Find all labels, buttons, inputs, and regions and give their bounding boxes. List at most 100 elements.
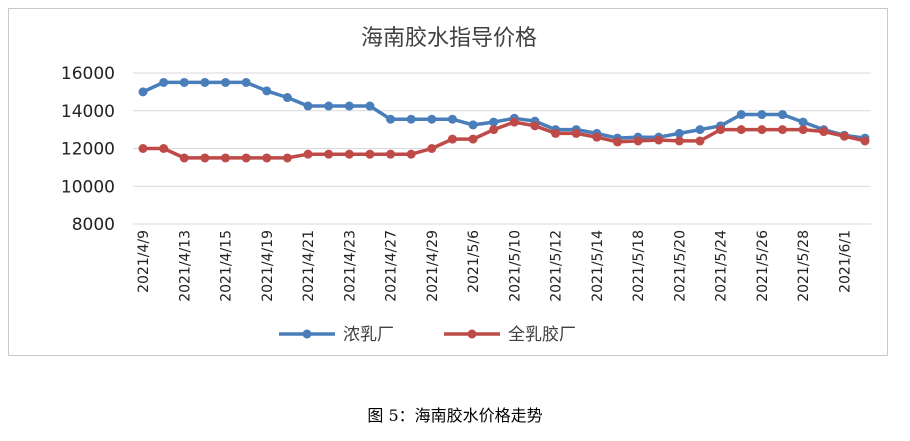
x-axis-ticks: 2021/4/9 2021/4/13 2021/4/15 2021/4/19 2021/…	[136, 230, 853, 302]
data-point	[736, 110, 746, 120]
data-point	[386, 149, 396, 159]
data-point	[221, 77, 231, 87]
data-point	[179, 153, 189, 163]
data-point	[282, 153, 292, 163]
data-point	[695, 136, 705, 146]
data-point	[241, 77, 251, 87]
data-point	[324, 149, 334, 159]
legend-swatch-marker	[302, 329, 312, 339]
data-point	[736, 125, 746, 135]
x-tick-label: 2021/4/23	[342, 230, 358, 302]
data-point	[798, 117, 808, 127]
x-tick-label: 2021/5/12	[549, 230, 565, 302]
data-point	[509, 117, 519, 127]
y-tick-label: 16000	[61, 64, 115, 84]
data-point	[839, 131, 849, 141]
data-point	[695, 125, 705, 135]
legend-swatch-marker	[467, 329, 477, 339]
x-tick-label: 2021/4/21	[301, 230, 317, 302]
x-tick-label: 2021/4/9	[136, 230, 152, 293]
legend-item: 全乳胶厂	[444, 325, 576, 345]
x-tick-label: 2021/4/29	[425, 230, 441, 302]
data-point	[551, 128, 561, 138]
x-tick-label: 2021/5/24	[714, 230, 730, 302]
x-tick-label: 2021/5/10	[507, 230, 523, 302]
data-point	[262, 86, 272, 96]
x-tick-label: 2021/4/19	[260, 230, 276, 302]
x-tick-label: 2021/6/1	[837, 230, 853, 293]
series-2	[138, 117, 870, 163]
chart-frame: 海南胶水指导价格 16000 14000 12000 10000 8000 2021/4…	[8, 8, 888, 356]
x-tick-label: 2021/4/15	[219, 230, 235, 302]
data-point	[303, 149, 313, 159]
data-point	[777, 125, 787, 135]
data-point	[674, 128, 684, 138]
y-tick-label: 12000	[61, 140, 115, 160]
x-tick-label: 2021/5/28	[796, 230, 812, 302]
data-point	[757, 110, 767, 120]
data-point	[777, 110, 787, 120]
data-point	[427, 144, 437, 153]
data-point	[612, 137, 622, 147]
x-tick-label: 2021/5/6	[466, 230, 482, 293]
data-point	[592, 132, 602, 142]
data-point	[819, 127, 829, 137]
line-chart: 海南胶水指导价格 16000 14000 12000 10000 8000 2021/4…	[61, 26, 871, 345]
data-point	[138, 144, 148, 153]
data-point	[241, 153, 251, 163]
y-axis-ticks: 16000 14000 12000 10000 8000	[61, 64, 115, 235]
figure-caption: 图 5：海南胶水价格走势	[367, 406, 543, 425]
legend: 浓乳厂 全乳胶厂	[279, 325, 576, 345]
data-point	[262, 153, 272, 163]
chart-title: 海南胶水指导价格	[361, 26, 537, 51]
data-point	[179, 77, 189, 87]
data-point	[159, 144, 169, 153]
data-point	[757, 125, 767, 135]
data-point	[365, 101, 375, 111]
x-tick-label: 2021/5/20	[672, 230, 688, 302]
data-point	[654, 135, 664, 145]
series-line	[143, 120, 866, 160]
data-point	[530, 121, 540, 131]
series-lines	[138, 77, 870, 163]
data-point	[303, 101, 313, 111]
data-point	[674, 136, 684, 146]
data-point	[468, 134, 478, 144]
legend-label: 浓乳厂	[343, 325, 394, 345]
data-point	[344, 101, 354, 111]
data-point	[200, 77, 210, 87]
data-point	[427, 114, 437, 124]
data-point	[489, 117, 499, 127]
data-point	[447, 134, 457, 144]
legend-label: 全乳胶厂	[508, 325, 576, 345]
data-point	[406, 149, 416, 159]
data-point	[406, 114, 416, 124]
data-point	[344, 149, 354, 159]
x-tick-label: 2021/4/27	[384, 230, 400, 302]
data-point	[200, 153, 210, 163]
data-point	[138, 87, 148, 97]
data-point	[860, 136, 870, 146]
data-point	[386, 114, 396, 124]
legend-item: 浓乳厂	[279, 325, 394, 345]
y-tick-label: 10000	[61, 177, 115, 197]
data-point	[447, 114, 457, 124]
x-tick-label: 2021/5/18	[631, 230, 647, 302]
data-point	[716, 125, 726, 135]
data-point	[571, 128, 581, 138]
data-point	[798, 125, 808, 135]
data-point	[633, 136, 643, 146]
data-point	[159, 77, 169, 87]
y-tick-label: 8000	[72, 215, 115, 235]
y-tick-label: 14000	[61, 102, 115, 122]
x-tick-label: 2021/5/26	[755, 230, 771, 302]
data-point	[282, 93, 292, 103]
grid-lines	[133, 72, 871, 225]
data-point	[324, 101, 334, 111]
x-tick-label: 2021/4/13	[177, 230, 193, 302]
x-tick-label: 2021/5/14	[590, 230, 606, 302]
data-point	[365, 149, 375, 159]
data-point	[468, 120, 478, 130]
data-point	[489, 125, 499, 135]
data-point	[221, 153, 231, 163]
